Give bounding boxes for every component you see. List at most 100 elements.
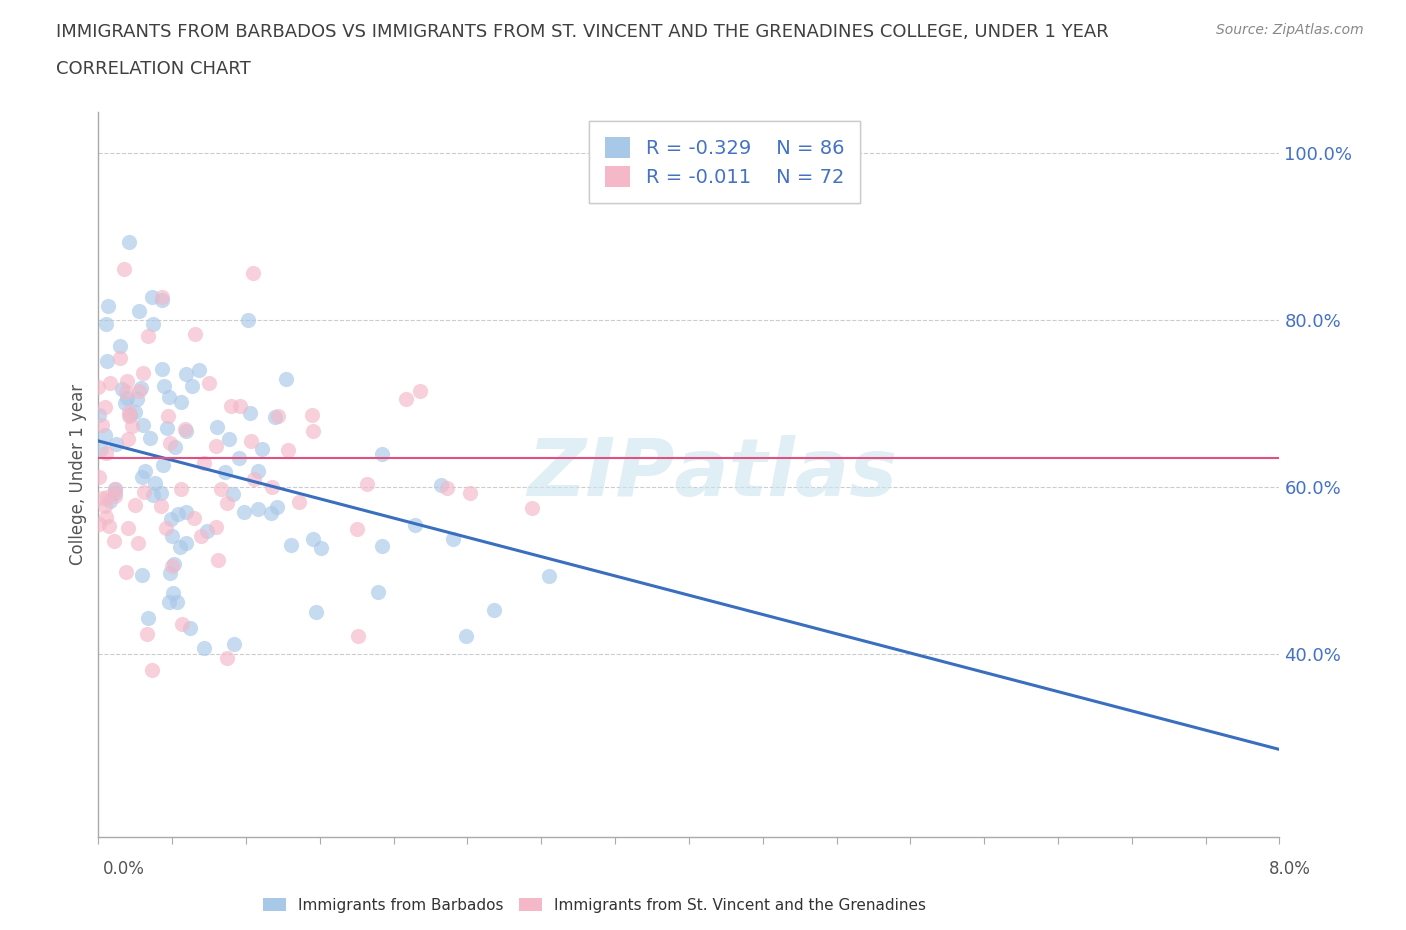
- Point: [141, 663, 163, 678]
- Point: [430, 477, 453, 492]
- Point: [238, 312, 260, 327]
- Point: [162, 585, 184, 600]
- Point: [96, 445, 118, 460]
- Text: Source: ZipAtlas.com: Source: ZipAtlas.com: [1216, 23, 1364, 37]
- Point: [174, 421, 197, 436]
- Point: [96, 353, 118, 368]
- Point: [97, 299, 120, 313]
- Point: [150, 485, 173, 500]
- Point: [280, 538, 302, 552]
- Point: [404, 517, 426, 532]
- Point: [111, 381, 134, 396]
- Point: [233, 505, 256, 520]
- Point: [98, 519, 121, 534]
- Point: [93, 498, 115, 513]
- Point: [395, 392, 418, 406]
- Point: [90, 490, 112, 505]
- Point: [142, 317, 165, 332]
- Point: [131, 470, 153, 485]
- Point: [214, 464, 236, 479]
- Point: [160, 512, 183, 526]
- Point: [172, 617, 194, 631]
- Point: [247, 501, 270, 516]
- Point: [135, 627, 157, 642]
- Point: [174, 536, 197, 551]
- Point: [454, 629, 477, 644]
- Point: [91, 418, 114, 432]
- Point: [139, 431, 162, 445]
- Point: [174, 423, 197, 438]
- Point: [129, 380, 152, 395]
- Point: [96, 489, 118, 504]
- Point: [436, 481, 458, 496]
- Point: [193, 456, 215, 471]
- Point: [103, 534, 125, 549]
- Point: [157, 594, 180, 609]
- Point: [267, 408, 290, 423]
- Text: ZIP​atlas: ZIP​atlas: [527, 435, 897, 513]
- Point: [167, 507, 190, 522]
- Point: [367, 584, 389, 599]
- Point: [207, 419, 229, 434]
- Point: [117, 405, 139, 419]
- Point: [195, 524, 218, 538]
- Point: [104, 437, 127, 452]
- Point: [458, 485, 481, 500]
- Point: [260, 505, 283, 520]
- Point: [174, 366, 197, 381]
- Point: [142, 487, 165, 502]
- Point: [183, 511, 205, 525]
- Point: [115, 565, 138, 579]
- Point: [96, 317, 118, 332]
- Point: [159, 565, 181, 580]
- Point: [117, 521, 139, 536]
- Point: [157, 409, 180, 424]
- Point: [117, 374, 139, 389]
- Point: [276, 372, 298, 387]
- Point: [229, 399, 252, 414]
- Point: [94, 510, 117, 525]
- Point: [104, 482, 127, 497]
- Point: [184, 326, 207, 341]
- Point: [160, 528, 183, 543]
- Point: [190, 528, 212, 543]
- Point: [301, 407, 323, 422]
- Point: [89, 516, 111, 531]
- Point: [94, 427, 117, 442]
- Point: [87, 380, 110, 395]
- Point: [346, 629, 368, 644]
- Point: [127, 536, 149, 551]
- Point: [217, 651, 239, 666]
- Point: [346, 521, 368, 536]
- Point: [309, 540, 332, 555]
- Point: [150, 290, 173, 305]
- Point: [134, 485, 156, 499]
- Point: [187, 363, 209, 378]
- Point: [218, 432, 240, 446]
- Point: [205, 520, 228, 535]
- Text: IMMIGRANTS FROM BARBADOS VS IMMIGRANTS FROM ST. VINCENT AND THE GRENADINES COLLE: IMMIGRANTS FROM BARBADOS VS IMMIGRANTS F…: [56, 23, 1109, 41]
- Point: [260, 479, 283, 494]
- Legend: R = -0.329    N = 86, R = -0.011    N = 72: R = -0.329 N = 86, R = -0.011 N = 72: [589, 121, 859, 203]
- Point: [114, 396, 136, 411]
- Point: [240, 433, 263, 448]
- Point: [169, 539, 191, 554]
- Point: [159, 390, 181, 405]
- Point: [228, 451, 250, 466]
- Point: [263, 410, 285, 425]
- Point: [538, 569, 561, 584]
- Point: [131, 567, 153, 582]
- Text: 0.0%: 0.0%: [103, 860, 145, 878]
- Point: [242, 265, 264, 280]
- Point: [166, 595, 188, 610]
- Point: [115, 385, 138, 400]
- Point: [132, 418, 155, 432]
- Point: [104, 481, 127, 496]
- Point: [198, 376, 221, 391]
- Point: [179, 620, 201, 635]
- Point: [409, 383, 432, 398]
- Point: [149, 498, 172, 513]
- Point: [169, 482, 191, 497]
- Point: [120, 407, 142, 422]
- Y-axis label: College, Under 1 year: College, Under 1 year: [69, 384, 87, 565]
